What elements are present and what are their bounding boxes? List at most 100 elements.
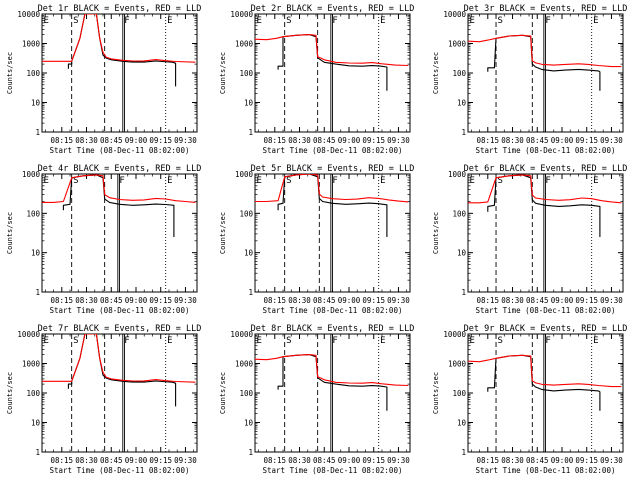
x-tick-label: 09:15: [575, 296, 598, 305]
marker-label: E: [470, 176, 475, 186]
detector-8-panel: 1 10 100 1000 10000 08:15 08:30 08:45 09:00 09:15…: [219, 324, 414, 475]
chart-title: Det 1r BLACK = Events, RED = LLD: [38, 4, 202, 14]
marker-label: E: [593, 16, 598, 26]
events-series-line: [487, 354, 601, 411]
y-tick-label: 1000: [235, 170, 254, 179]
detector-2-panel: 1 10 100 1000 10000 08:15 08:30 08:45 09:00 09:15…: [219, 4, 414, 155]
y-tick-label: 10: [31, 99, 41, 108]
marker-label: E: [44, 176, 49, 186]
detector-4-panel: 1 10 100 1000 08:15 08:30 08:45 09:00 09:15 09:30…: [6, 164, 201, 315]
lld-series-line: [42, 334, 196, 383]
x-tick-label: 08:30: [75, 136, 98, 145]
y-tick-label: 1000: [22, 40, 41, 49]
x-tick-label: 08:30: [501, 456, 524, 465]
y-tick-label: 1: [248, 448, 253, 457]
x-tick-label: 09:00: [551, 456, 574, 465]
series-group: [42, 174, 196, 237]
y-tick-label: 100: [239, 69, 253, 78]
lld-series-line: [468, 174, 622, 204]
lld-series-line: [42, 14, 196, 63]
x-tick-label: 09:30: [174, 456, 197, 465]
x-tick-label: 09:00: [338, 136, 361, 145]
y-tick-label: 10: [457, 99, 467, 108]
x-tick-label: 08:15: [263, 296, 286, 305]
marker-label: E: [257, 16, 262, 26]
marker-label: E: [257, 336, 262, 346]
marker-label: S: [73, 176, 78, 186]
events-series-line: [487, 34, 601, 91]
y-axis-label: Counts/sec: [219, 212, 227, 254]
x-tick-label: 09:00: [125, 296, 148, 305]
marker-label: E: [380, 336, 385, 346]
y-tick-label: 10: [31, 249, 41, 258]
y-tick-label: 10000: [17, 10, 40, 19]
x-tick-label: 09:15: [575, 456, 598, 465]
detector-1-panel: 1 10 100 1000 10000 08:15 08:30 08:45 09:00 09:15…: [6, 4, 201, 155]
y-tick-label: 1: [248, 128, 253, 137]
x-axis-label: Start Time (08-Dec-11 08:02:00): [476, 146, 616, 155]
x-tick-label: 09:30: [387, 456, 410, 465]
y-tick-label: 10000: [443, 10, 466, 19]
x-axis-label: Start Time (08-Dec-11 08:02:00): [476, 306, 616, 315]
marker-label: E: [167, 336, 172, 346]
marker-label: E: [167, 176, 172, 186]
x-tick-label: 08:15: [50, 456, 73, 465]
marker-label: E: [167, 16, 172, 26]
events-series-line: [277, 174, 388, 237]
y-tick-label: 100: [26, 209, 40, 218]
marker-label: S: [286, 16, 291, 26]
x-tick-label: 09:00: [125, 456, 148, 465]
x-tick-label: 09:15: [149, 296, 172, 305]
y-tick-label: 1000: [448, 170, 467, 179]
x-tick-label: 08:30: [288, 136, 311, 145]
y-tick-label: 100: [452, 209, 466, 218]
x-axis-label: Start Time (08-Dec-11 08:02:00): [50, 306, 190, 315]
chart-title: Det 3r BLACK = Events, RED = LLD: [464, 4, 628, 14]
x-tick-label: 08:30: [75, 296, 98, 305]
y-tick-label: 10000: [443, 330, 466, 339]
marker-label: F: [124, 336, 129, 346]
x-tick-label: 08:15: [476, 296, 499, 305]
y-tick-label: 100: [452, 69, 466, 78]
y-axis-label: Counts/sec: [219, 52, 227, 94]
x-tick-label: 08:45: [100, 136, 123, 145]
detector-6-panel: 1 10 100 1000 08:15 08:30 08:45 09:00 09:15 09:30…: [432, 164, 627, 315]
marker-label: E: [470, 336, 475, 346]
x-tick-label: 09:00: [551, 296, 574, 305]
x-tick-label: 09:30: [387, 296, 410, 305]
x-tick-label: 08:15: [263, 456, 286, 465]
lld-series-line: [468, 354, 622, 388]
x-tick-label: 08:45: [313, 296, 336, 305]
lld-series-line: [255, 34, 409, 67]
series-group: [255, 354, 409, 411]
marker-label: F: [545, 336, 550, 346]
x-tick-label: 09:30: [600, 296, 623, 305]
y-tick-label: 10: [31, 419, 41, 428]
marker-label: S: [498, 336, 503, 346]
marker-label: E: [44, 336, 49, 346]
marker-label: S: [73, 16, 78, 26]
x-tick-label: 08:15: [476, 136, 499, 145]
series-group: [42, 334, 196, 407]
y-axis-label: Counts/sec: [6, 52, 14, 94]
x-axis-label: Start Time (08-Dec-11 08:02:00): [263, 306, 403, 315]
marker-label: F: [545, 16, 550, 26]
x-tick-label: 08:30: [501, 296, 524, 305]
lld-series-line: [42, 174, 196, 203]
y-tick-label: 10: [244, 99, 254, 108]
x-tick-label: 08:15: [476, 456, 499, 465]
marker-label: S: [73, 336, 78, 346]
x-tick-label: 09:00: [338, 456, 361, 465]
series-group: [255, 174, 409, 237]
y-axis-label: Counts/sec: [432, 52, 440, 94]
x-axis-label: Start Time (08-Dec-11 08:02:00): [263, 146, 403, 155]
x-tick-label: 08:30: [501, 136, 524, 145]
y-tick-label: 100: [26, 389, 40, 398]
y-tick-label: 100: [239, 209, 253, 218]
marker-label: S: [286, 176, 291, 186]
marker-label: F: [545, 176, 550, 186]
events-series-line: [487, 174, 601, 237]
y-tick-label: 1000: [448, 40, 467, 49]
